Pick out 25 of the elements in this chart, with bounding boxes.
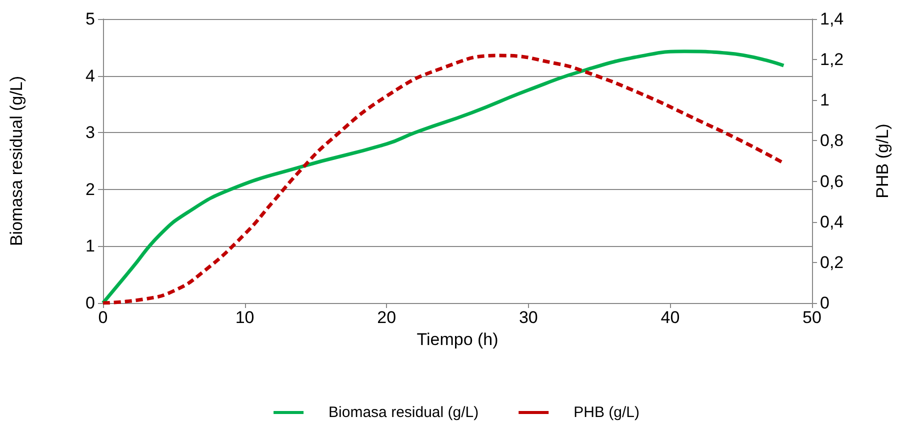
y-tick-label: 0 (86, 294, 95, 312)
x-tick-label: 0 (98, 308, 108, 327)
y-tick-label: 4 (86, 66, 95, 86)
x-tick-label: 20 (377, 308, 396, 327)
y2-tick-label: 0,8 (820, 131, 844, 150)
y2-axis-title: PHB (g/L) (873, 124, 892, 198)
y-axis-title: Biomasa residual (g/L) (7, 76, 26, 246)
legend-label: PHB (g/L) (574, 404, 640, 421)
y2-tick-label: 0,2 (820, 252, 844, 272)
x-tick-label: 40 (660, 308, 680, 327)
y-tick-label: 1 (86, 236, 95, 256)
x-tick-label: 30 (518, 308, 538, 327)
x-tick-label: 50 (802, 308, 822, 327)
y-tick-label: 5 (86, 10, 95, 28)
y2-tick-label: 0,6 (820, 172, 844, 191)
y2-tick-label: 1,2 (820, 50, 844, 70)
y2-tick-label: 1,4 (820, 10, 844, 28)
x-tick-label: 10 (235, 308, 254, 327)
y2-tick-label: 0 (820, 294, 830, 312)
y2-tick-label: 0,4 (820, 212, 844, 232)
y-tick-label: 3 (86, 123, 95, 142)
legend-label: Biomasa residual (g/L) (328, 404, 479, 421)
x-axis-title: Tiempo (h) (416, 330, 498, 349)
y2-tick-label: 1 (820, 90, 830, 110)
y-tick-label: 2 (86, 180, 95, 199)
